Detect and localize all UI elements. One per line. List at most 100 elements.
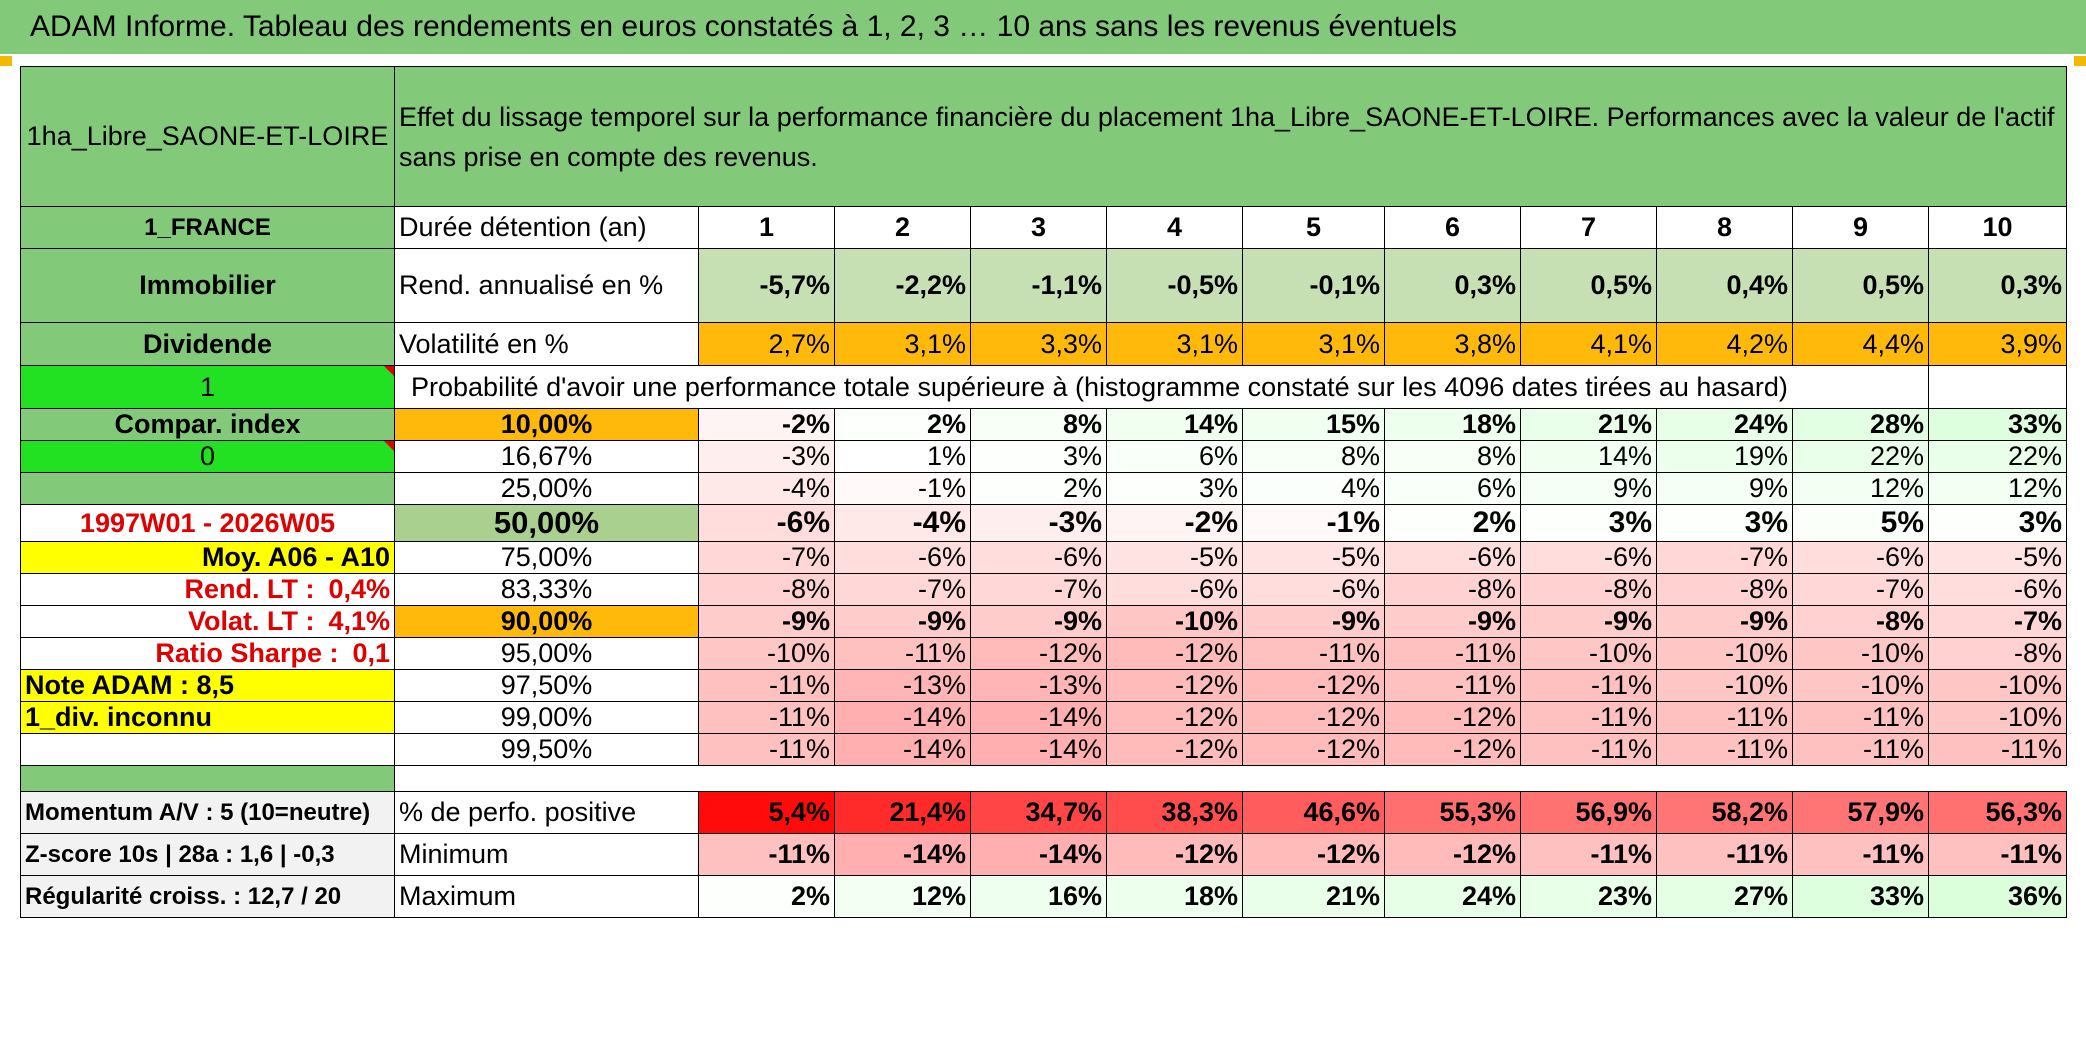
quantile-value: 1% bbox=[834, 440, 971, 473]
vol-value: 4,4% bbox=[1792, 322, 1929, 366]
rend-label: Rend. annualisé en % bbox=[394, 248, 699, 323]
percentile-label: 50,00% bbox=[394, 504, 699, 542]
quantile-value: 18% bbox=[1384, 408, 1521, 441]
zscore-row-label: Minimum bbox=[394, 833, 699, 876]
vol-value: 3,1% bbox=[1106, 322, 1243, 366]
quantile-value: 3% bbox=[1927, 504, 2068, 542]
quantile-value: -6% bbox=[1242, 573, 1385, 606]
rend-value: 0,4% bbox=[1656, 248, 1793, 323]
quantile-value: 21% bbox=[1520, 408, 1657, 441]
quantile-value: 3% bbox=[970, 440, 1107, 473]
quantile-value: -11% bbox=[1520, 701, 1657, 734]
regularity-value: 2% bbox=[698, 875, 835, 918]
quantile-value: 2% bbox=[1384, 504, 1521, 542]
quantile-value: 8% bbox=[1242, 440, 1385, 473]
quantile-value: -4% bbox=[834, 504, 971, 542]
percentile-label: 83,33% bbox=[394, 573, 699, 606]
quantile-value: -7% bbox=[1927, 605, 2068, 638]
zscore-value: -11% bbox=[698, 833, 835, 876]
quantile-value: -9% bbox=[1384, 605, 1521, 638]
quantile-value: -11% bbox=[1384, 637, 1521, 670]
quantile-value: -10% bbox=[1656, 637, 1793, 670]
zscore-value: -14% bbox=[970, 833, 1107, 876]
quantile-value: 8% bbox=[1384, 440, 1521, 473]
momentum-value: 46,6% bbox=[1242, 791, 1385, 834]
regularity-value: 16% bbox=[970, 875, 1107, 918]
regularity-label: Régularité croiss. : 12,7 / 20 bbox=[20, 875, 395, 918]
quantile-value: -12% bbox=[1384, 733, 1521, 766]
quantile-value: -3% bbox=[698, 440, 835, 473]
rend-value: 0,5% bbox=[1792, 248, 1929, 323]
momentum-value: 56,9% bbox=[1520, 791, 1657, 834]
sharpe-ratio: Ratio Sharpe : 0,1 bbox=[20, 637, 395, 670]
percentile-label: 97,50% bbox=[394, 669, 699, 702]
quantile-value: -11% bbox=[1520, 733, 1657, 766]
quantile-value: 4% bbox=[1242, 472, 1385, 505]
report-title: ADAM Informe. Tableau des rendements en … bbox=[0, 0, 2086, 54]
asset-name: 1ha_Libre_SAONE-ET-LOIRE bbox=[20, 66, 395, 207]
regularity-row-label: Maximum bbox=[394, 875, 699, 918]
quantile-value: -6% bbox=[1520, 541, 1657, 574]
rend-value: -0,5% bbox=[1106, 248, 1243, 323]
year-header: 8 bbox=[1656, 206, 1793, 249]
momentum-row-label: % de perfo. positive bbox=[394, 791, 699, 834]
zscore-value: -11% bbox=[1520, 833, 1657, 876]
percentile-label: 90,00% bbox=[394, 605, 699, 638]
quantile-value: -5% bbox=[1106, 541, 1243, 574]
quantile-value: -8% bbox=[1520, 573, 1657, 606]
quantile-value: -11% bbox=[1384, 669, 1521, 702]
quantile-value: -7% bbox=[970, 573, 1107, 606]
quantile-value: -12% bbox=[1106, 669, 1243, 702]
quantile-value: -12% bbox=[1242, 669, 1385, 702]
percentile-label: 75,00% bbox=[394, 541, 699, 574]
adam-note: Note ADAM : 8,5 bbox=[20, 669, 395, 702]
year-header: 6 bbox=[1384, 206, 1521, 249]
quantile-value: -9% bbox=[834, 605, 971, 638]
vol-value: 3,8% bbox=[1384, 322, 1521, 366]
quantile-value: -11% bbox=[1792, 701, 1929, 734]
quantile-value: -5% bbox=[1927, 541, 2068, 574]
category-label: Immobilier bbox=[20, 248, 395, 323]
year-header: 5 bbox=[1242, 206, 1385, 249]
moy-label: Moy. A06 - A10 bbox=[20, 541, 395, 574]
rend-value: -0,1% bbox=[1242, 248, 1385, 323]
quantile-value: -9% bbox=[1520, 605, 1657, 638]
rend-value: 0,5% bbox=[1520, 248, 1657, 323]
momentum-value: 34,7% bbox=[970, 791, 1107, 834]
corner-marker-left bbox=[0, 56, 12, 66]
volat-lt: Volat. LT : 4,1% bbox=[20, 605, 395, 638]
rend-lt-value: 0,4% bbox=[328, 574, 390, 605]
zscore-value: -11% bbox=[1656, 833, 1793, 876]
rend-value: -5,7% bbox=[698, 248, 835, 323]
zscore-label: Z-score 10s | 28a : 1,6 | -0,3 bbox=[20, 833, 395, 876]
quantile-value: -10% bbox=[1927, 669, 2068, 702]
quantile-value: 2% bbox=[834, 408, 971, 441]
quantile-value: -8% bbox=[698, 573, 835, 606]
quantile-value: -1% bbox=[1242, 504, 1385, 542]
corner-marker-right bbox=[2074, 56, 2086, 66]
regularity-value: 23% bbox=[1520, 875, 1657, 918]
spacer-cell bbox=[394, 765, 2067, 792]
vol-value: 3,1% bbox=[1242, 322, 1385, 366]
quantile-value: -6% bbox=[1106, 573, 1243, 606]
quantile-value: -11% bbox=[698, 669, 835, 702]
quantile-value: -11% bbox=[1656, 701, 1793, 734]
percentile-label: 99,50% bbox=[394, 733, 699, 766]
quantile-value: -7% bbox=[1656, 541, 1793, 574]
quantile-value: -12% bbox=[1242, 733, 1385, 766]
rend-lt-label: Rend. LT : bbox=[184, 574, 315, 605]
quantile-value: -6% bbox=[1927, 573, 2068, 606]
quantile-value: -8% bbox=[1384, 573, 1521, 606]
year-header: 2 bbox=[834, 206, 971, 249]
quantile-value: 6% bbox=[1384, 472, 1521, 505]
zscore-value: -12% bbox=[1106, 833, 1243, 876]
quantile-value: -13% bbox=[834, 669, 971, 702]
quantile-value: -9% bbox=[698, 605, 835, 638]
momentum-label: Momentum A/V : 5 (10=neutre) bbox=[20, 791, 395, 834]
quantile-value: -10% bbox=[1927, 701, 2068, 734]
momentum-value: 21,4% bbox=[834, 791, 971, 834]
quantile-value: 5% bbox=[1792, 504, 1929, 542]
income-label: Dividende bbox=[20, 322, 395, 366]
quantile-value: -12% bbox=[1106, 733, 1243, 766]
quantile-value: -10% bbox=[1656, 669, 1793, 702]
